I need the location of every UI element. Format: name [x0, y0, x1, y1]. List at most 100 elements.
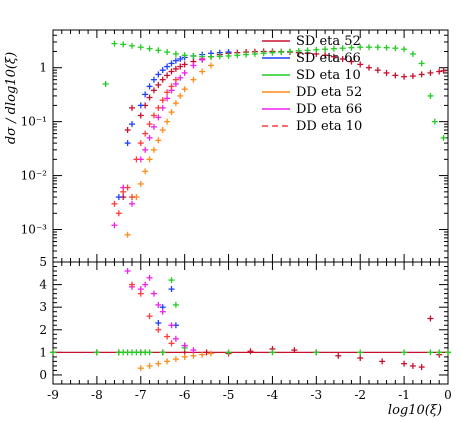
top-data-point [278, 49, 285, 56]
bottom-data-point [137, 365, 144, 372]
top-data-point [339, 55, 346, 62]
top-data-point [164, 63, 171, 70]
bottom-data-point [208, 350, 214, 357]
bottom-data-point [401, 360, 408, 367]
bottom-data-point [155, 320, 162, 326]
bottom-panel: -9 -8 -7 -6 -5 -4 -3 -2 -1 0 0 1 2 3 4 5 [39, 255, 451, 402]
top-data-point [260, 50, 267, 57]
legend-label: SD eta 10 [296, 68, 361, 83]
top-data-point [269, 49, 276, 56]
top-data-point [168, 60, 175, 67]
top-data-point [133, 156, 140, 163]
top-data-point [172, 57, 179, 64]
top-data-point [164, 72, 171, 79]
top-data-point [159, 126, 166, 133]
top-data-point [155, 47, 162, 54]
bottom-data-point [190, 352, 197, 359]
bottom-data-point [168, 277, 175, 284]
bottom-data-point [401, 349, 408, 356]
top-data-point [322, 46, 329, 53]
top-data-point [155, 104, 162, 111]
top-data-point [418, 60, 425, 67]
bottom-data-point [159, 308, 166, 315]
bottom-data-point [168, 340, 175, 347]
top-data-point [251, 50, 258, 57]
top-data-point [392, 45, 399, 52]
top-data-point [137, 180, 144, 187]
bottom-data-point [159, 349, 166, 356]
top-data-point [150, 76, 157, 83]
top-data-point [164, 95, 171, 102]
bottom-data-point [436, 349, 443, 356]
top-data-point [357, 44, 364, 51]
x-axis-label: log10(ξ) [388, 403, 442, 418]
top-data-point [208, 53, 214, 60]
top-data-point [287, 48, 293, 55]
bottom-y-tick-label: 2 [39, 323, 47, 337]
top-data-point [199, 68, 206, 75]
top-data-point [383, 69, 390, 76]
top-data-point [129, 121, 135, 128]
top-data-point [129, 200, 135, 207]
top-data-point [295, 47, 302, 54]
top-data-point [172, 50, 179, 57]
top-data-point [190, 76, 197, 83]
legend-label: DD eta 10 [296, 119, 362, 134]
top-data-point [159, 67, 166, 74]
x-tick-label: -2 [354, 388, 366, 402]
bottom-data-point [203, 349, 210, 356]
bottom-data-point [172, 301, 179, 308]
top-data-point [348, 58, 355, 65]
top-data-point [440, 67, 447, 74]
top-data-point [216, 53, 223, 60]
top-data-point [129, 194, 135, 201]
bottom-data-point [357, 349, 364, 356]
top-data-point [366, 44, 372, 51]
top-data-point [168, 109, 175, 116]
top-data-point [150, 87, 157, 94]
top-data-point [172, 76, 179, 83]
top-data-point [374, 44, 381, 51]
bottom-y-tick-label: 0 [39, 368, 47, 382]
bottom-data-point [146, 349, 153, 356]
bottom-data-point [181, 353, 188, 360]
top-data-point [409, 50, 416, 57]
bottom-data-point [155, 326, 162, 333]
top-data-point [159, 76, 166, 83]
top-data-point [124, 231, 131, 238]
top-data-point [181, 61, 188, 68]
bottom-data-point [427, 315, 434, 322]
bottom-data-point [146, 313, 153, 320]
top-data-point [142, 91, 149, 98]
top-data-point [427, 69, 434, 76]
bottom-data-point [335, 352, 342, 359]
top-data-point [199, 56, 206, 63]
top-data-point [330, 53, 337, 60]
top-data-point [172, 100, 179, 107]
top-y-axis-label: dσ / dlog10(ξ) [4, 52, 19, 144]
bottom-data-point [418, 364, 425, 371]
top-data-point [401, 73, 408, 80]
top-data-point [111, 200, 118, 207]
top-data-point [155, 81, 162, 88]
bottom-data-point [225, 349, 232, 356]
bottom-data-point [124, 268, 131, 275]
bottom-data-point [150, 290, 157, 297]
top-data-point [146, 134, 153, 141]
top-data-point [181, 69, 188, 76]
top-data-point [366, 64, 372, 71]
top-data-point [348, 44, 355, 51]
top-data-point [146, 45, 153, 52]
top-data-point [440, 134, 447, 141]
top-data-point [436, 68, 443, 75]
bottom-y-tick-label: 4 [39, 278, 47, 292]
top-data-point [401, 46, 408, 53]
top-data-point [142, 146, 149, 153]
bottom-data-point [93, 349, 100, 356]
top-data-point [146, 121, 153, 128]
bottom-data-point [269, 349, 276, 356]
top-data-point [374, 67, 381, 74]
top-data-point [142, 168, 149, 175]
top-data-point [150, 112, 157, 119]
bottom-y-tick-label: 5 [39, 255, 47, 269]
